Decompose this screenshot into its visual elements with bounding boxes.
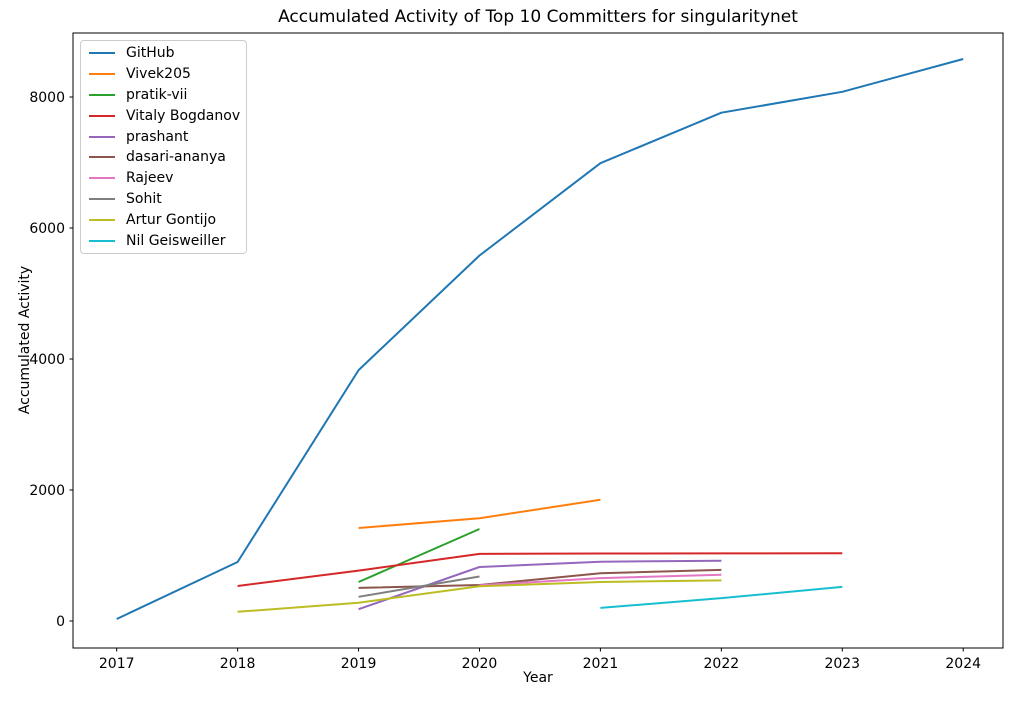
series-line-vivek205 (358, 498, 601, 529)
legend-label: dasari-ananya (126, 149, 226, 166)
legend-item: GitHub (89, 43, 238, 64)
legend-label: Vivek205 (126, 66, 191, 83)
legend-line-swatch (89, 93, 115, 96)
x-tick-label: 2019 (341, 656, 377, 672)
y-tick-label: 0 (56, 614, 65, 630)
y-axis-label: Accumulated Activity (17, 265, 33, 415)
legend-line-swatch (89, 177, 115, 180)
series-line-github (116, 58, 964, 620)
legend-label: GitHub (126, 45, 175, 62)
legend-item: prashant (89, 126, 238, 147)
legend-label: Artur Gontijo (126, 211, 217, 228)
series-line-pratik-vii (358, 528, 480, 583)
legend-line-swatch (89, 52, 115, 55)
series-line-vitaly-bogdanov (237, 552, 843, 587)
series-line-sohit (358, 575, 480, 598)
x-tick-label: 2023 (824, 656, 860, 672)
legend-label: Nil Geisweiller (126, 232, 226, 249)
legend-line-swatch (89, 156, 115, 159)
legend-item: dasari-ananya (89, 147, 238, 168)
legend-item: Vivek205 (89, 64, 238, 85)
x-tick-label: 2020 (462, 656, 498, 672)
legend-item: Nil Geisweiller (89, 230, 238, 251)
legend-item: Vitaly Bogdanov (89, 105, 241, 126)
legend-line-swatch (89, 73, 115, 76)
y-tick-label: 2000 (29, 483, 65, 499)
legend-item: pratik-vii (89, 85, 238, 106)
legend-item: Sohit (89, 189, 238, 210)
legend-box: GitHub Vivek205 pratik-vii Vitaly Bogdanov p… (80, 40, 247, 254)
series-line-rajeev (479, 573, 722, 587)
legend-label: Vitaly Bogdanov (126, 107, 241, 124)
legend-line-swatch (89, 197, 115, 200)
series-line-dasari-ananya (358, 568, 722, 589)
axes-frame (72, 32, 1004, 649)
x-tick-label: 2017 (99, 656, 135, 672)
legend-item: Artur Gontijo (89, 209, 238, 230)
legend-label: Sohit (126, 190, 162, 207)
series-line-prashant (358, 559, 722, 611)
legend-label: Rajeev (126, 170, 174, 187)
x-tick-label: 2021 (583, 656, 619, 672)
legend-label: prashant (126, 128, 189, 145)
legend-item: Rajeev (89, 168, 238, 189)
legend-line-swatch (89, 135, 115, 138)
y-tick-label: 8000 (29, 90, 65, 106)
legend-line-swatch (89, 114, 115, 117)
x-axis-label: Year (523, 670, 553, 686)
x-tick-label: 2024 (945, 656, 981, 672)
y-tick-label: 6000 (29, 221, 65, 237)
legend-line-swatch (89, 218, 115, 221)
series-line-artur-gontijo (237, 579, 722, 613)
x-tick-label: 2022 (704, 656, 740, 672)
series-line-nil-geisweiller (600, 585, 843, 609)
x-tick-label: 2018 (220, 656, 256, 672)
y-tick-label: 4000 (29, 352, 65, 368)
legend-line-swatch (89, 239, 115, 242)
legend-label: pratik-vii (126, 86, 188, 103)
chart-title: Accumulated Activity of Top 10 Committer… (278, 7, 798, 27)
